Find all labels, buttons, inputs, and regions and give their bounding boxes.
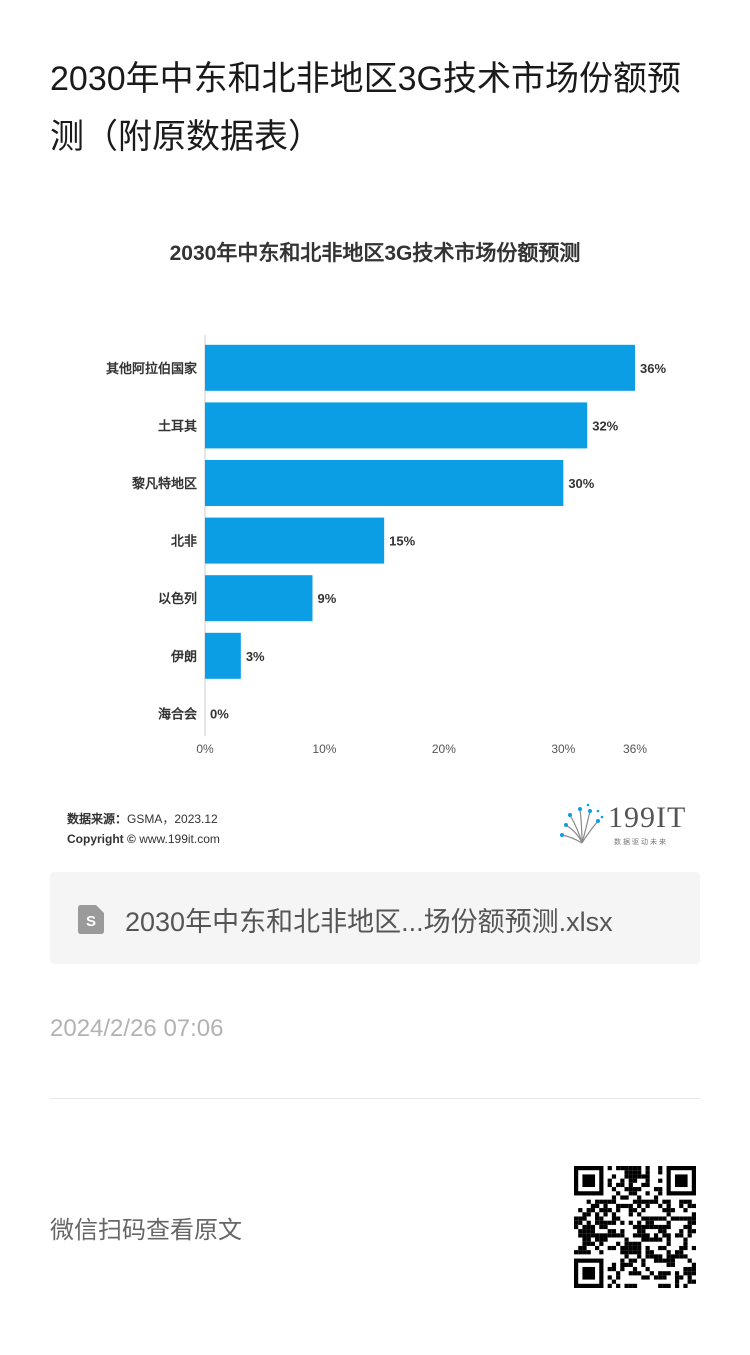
category-label: 黎凡特地区 [132,476,197,491]
scan-prompt: 微信扫码查看原文 [50,1217,242,1244]
copyright-value: www.199it.com [139,832,220,846]
category-label: 北非 [171,534,197,549]
article-title: 2030年中东和北非地区3G技术市场份额预测（附原数据表） [50,60,681,156]
bar-4 [205,517,385,564]
publish-date: 2024/2/26 07:06 [50,1015,224,1042]
data-label: 30% [568,476,594,491]
chart-card: 2030年中东和北非地区3G技术市场份额预测 其他阿拉伯国家 36% 土耳其 32% 黎… [50,215,700,855]
attachment-file-name[interactable]: 2030年中东和北非地区...场份额预测.xlsx [125,907,613,937]
source-label: 数据来源： [67,812,128,826]
category-label: 以色列 [158,591,197,606]
svg-text:S: S [86,913,96,930]
data-label: 32% [592,418,618,433]
x-tick-label: 36% [623,742,647,756]
dandelion-logo-icon [560,803,604,844]
bar-1 [205,344,635,391]
category-label: 其他阿拉伯国家 [106,361,198,376]
chart-title: 2030年中东和北非地区3G技术市场份额预测 [169,242,581,265]
source-value: GSMA，2023.12 [127,812,218,826]
x-tick-label: 30% [551,742,575,756]
data-label: 3% [246,649,265,664]
attachment-card[interactable]: S 2030年中东和北非地区...场份额预测.xlsx [50,872,700,964]
spreadsheet-file-icon: S [78,905,104,934]
logo-subtitle: 数据驱动未来 [614,839,668,846]
divider [50,1098,700,1099]
brand-logo: 199IT 数据驱动未来 [558,799,698,849]
x-tick-label: 0% [196,742,214,756]
data-label: 36% [640,361,666,376]
copyright-label: Copyright © [67,832,136,846]
bar-2 [205,402,588,449]
logo-text: 199IT [608,801,687,834]
bar-3 [205,460,564,506]
bar-5 [205,575,313,622]
category-label: 伊朗 [170,649,197,664]
x-tick-label: 10% [312,742,336,756]
qr-code-icon[interactable] [574,1166,696,1288]
category-label: 土耳其 [158,418,197,433]
x-tick-label: 20% [432,742,456,756]
data-label: 9% [318,591,337,606]
bar-chart: 其他阿拉伯国家 36% 土耳其 32% 黎凡特地区 30% 北非 15% 以色列 9% 伊朗 3% 海合… [106,335,666,756]
data-label: 15% [389,534,415,549]
source-note: 数据来源：GSMA，2023.12 Copyright © www.199it.… [67,809,220,849]
category-label: 海合会 [158,706,198,721]
data-label: 0% [210,706,229,721]
bar-6 [205,632,241,679]
